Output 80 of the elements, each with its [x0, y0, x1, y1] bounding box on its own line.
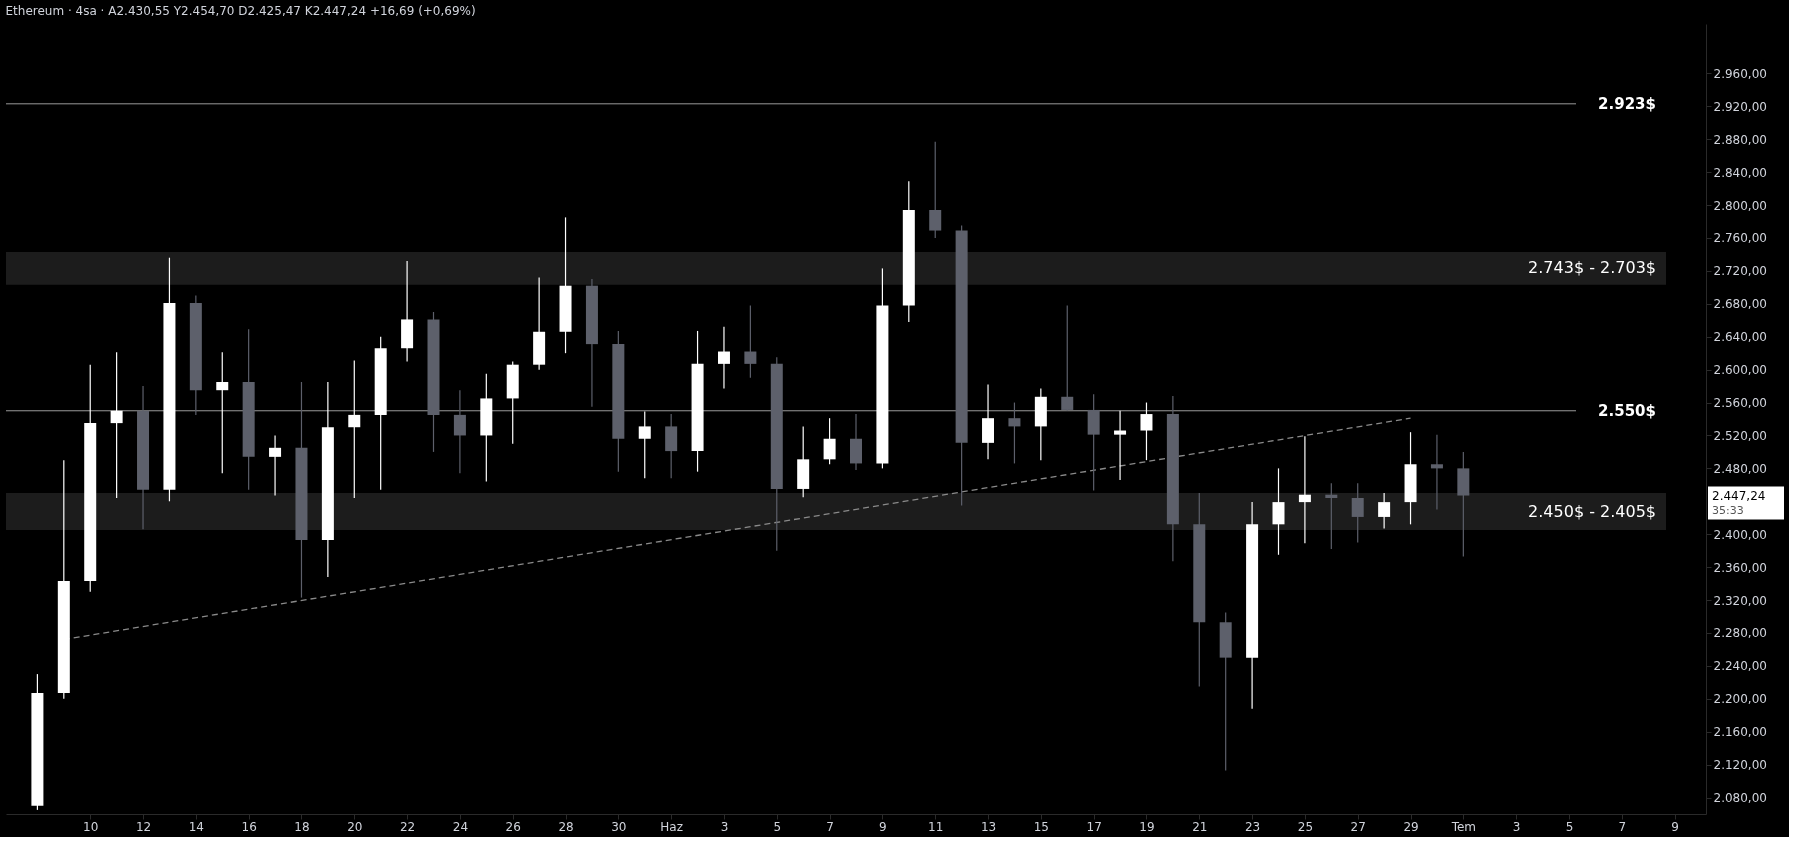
candlestick — [110, 351, 123, 499]
candlestick — [1008, 401, 1021, 465]
x-tick-label: 21 — [1192, 819, 1208, 834]
ref-line-label: 2.550$ — [1598, 401, 1656, 420]
x-tick-label: 13 — [980, 819, 997, 834]
x-tick-label: 18 — [294, 819, 310, 834]
candlestick — [348, 359, 361, 499]
x-tick-label: 17 — [1086, 819, 1102, 834]
x-tick-label: Haz — [660, 819, 683, 834]
y-tick-label: 2.680,00 — [1713, 297, 1767, 312]
x-tick-label: 9 — [879, 819, 887, 834]
candlestick — [1325, 482, 1338, 550]
x-tick-label: 5 — [1565, 819, 1574, 834]
candlestick — [1140, 401, 1153, 461]
y-tick-label: 2.920,00 — [1713, 99, 1767, 114]
candlestick — [1114, 410, 1127, 481]
candlestick — [1272, 467, 1285, 556]
y-tick-label: 2.760,00 — [1713, 231, 1767, 246]
candlestick — [453, 389, 466, 474]
y-tick-label: 2.600,00 — [1713, 363, 1767, 378]
candlestick — [638, 410, 651, 479]
band-label: 2.450$ - 2.405$ — [1528, 501, 1656, 521]
x-tick-label: 15 — [1033, 819, 1049, 834]
y-tick-label: 2.800,00 — [1713, 198, 1767, 213]
x-tick-label: Tem — [1450, 819, 1477, 834]
y-tick-label: 2.240,00 — [1713, 659, 1767, 674]
candlestick — [1378, 492, 1391, 530]
chart-title: Ethereum · 4sa · A2.430,55 Y2.454,70 D2.425,47 K2.447,24 +16,69 (+0,69%) — [5, 4, 476, 18]
y-tick-label: 2.280,00 — [1713, 626, 1767, 641]
x-tick-label: 14 — [188, 819, 204, 834]
x-tick-label: 10 — [83, 819, 99, 834]
y-tick-label: 2.080,00 — [1713, 791, 1767, 806]
y-tick-label: 2.960,00 — [1713, 66, 1767, 81]
x-tick-label: 11 — [928, 819, 944, 834]
x-tick-label: 26 — [505, 819, 521, 834]
candlestick — [216, 351, 229, 474]
y-tick-label: 2.840,00 — [1713, 165, 1767, 180]
candlestick — [1061, 304, 1074, 412]
x-tick-label: 16 — [241, 819, 257, 834]
x-tick-label: 23 — [1244, 819, 1261, 834]
y-tick-label: 2.640,00 — [1713, 330, 1767, 345]
y-tick-label: 2.880,00 — [1713, 132, 1767, 147]
x-tick-label: 3 — [720, 819, 729, 834]
y-tick-label: 2.520,00 — [1713, 428, 1767, 443]
x-tick-label: 7 — [1618, 819, 1627, 834]
x-tick-label: 5 — [773, 819, 782, 834]
x-tick-label: 20 — [347, 819, 363, 834]
x-tick-label: 27 — [1350, 819, 1366, 834]
x-tick-label: 22 — [399, 819, 416, 834]
candlestick — [269, 434, 282, 497]
candlestick — [1298, 435, 1311, 544]
x-tick-label: 28 — [558, 819, 574, 834]
y-tick-label: 2.720,00 — [1713, 264, 1767, 279]
text: 35:33 — [1712, 503, 1744, 517]
candlestick — [823, 417, 836, 465]
y-tick-label: 2.200,00 — [1713, 692, 1767, 707]
x-tick-label: 19 — [1139, 819, 1155, 834]
y-tick-label: 2.120,00 — [1713, 758, 1767, 773]
x-tick-label: 24 — [452, 819, 469, 834]
y-tick-label: 2.160,00 — [1713, 725, 1767, 740]
x-tick-label: 12 — [135, 819, 152, 834]
candlestick — [1430, 434, 1443, 511]
x-tick-label: 3 — [1512, 819, 1521, 834]
y-tick-label: 2.480,00 — [1713, 461, 1767, 476]
y-tick-label: 2.400,00 — [1713, 527, 1767, 542]
candlestick — [929, 141, 942, 239]
x-tick-label: 7 — [826, 819, 834, 834]
ref-line-label: 2.923$ — [1598, 94, 1656, 113]
y-tick-label: 2.320,00 — [1713, 593, 1767, 608]
y-tick-label: 2.560,00 — [1713, 396, 1767, 411]
candlestick — [717, 326, 730, 390]
candlestick — [744, 304, 757, 379]
band-label: 2.743$ - 2.703$ — [1528, 258, 1656, 278]
y-tick-label: 2.360,00 — [1713, 560, 1767, 575]
text: 2.447,24 — [1712, 488, 1766, 503]
candlestick — [1351, 482, 1364, 544]
x-tick-label: 9 — [1671, 819, 1679, 834]
x-tick-label: 30 — [611, 819, 627, 834]
x-tick-label: 25 — [1297, 819, 1314, 834]
x-tick-label: 29 — [1403, 819, 1419, 834]
